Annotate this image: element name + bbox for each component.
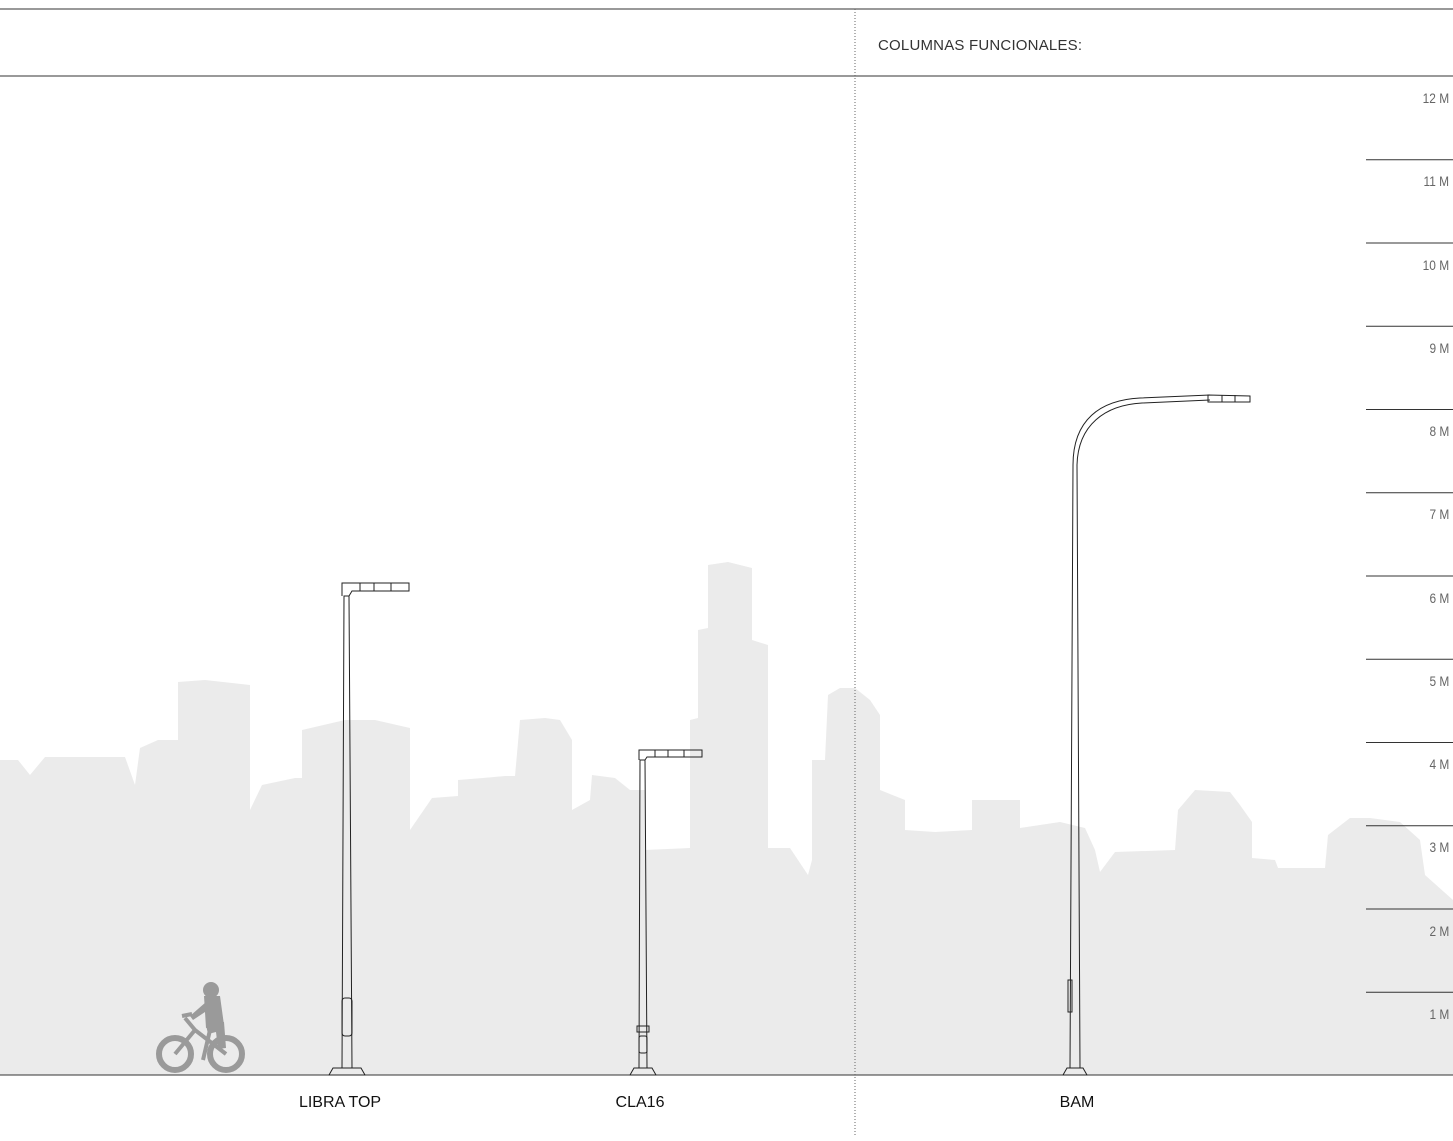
scale-label-1m: 1 M	[1429, 1005, 1449, 1022]
height-scale-ticks	[1366, 159, 1453, 993]
scale-label-4m: 4 M	[1429, 756, 1449, 772]
cyclist-silhouette	[156, 982, 245, 1073]
pole-libra-top	[328, 582, 410, 1076]
scale-label-8m: 8 M	[1429, 423, 1449, 439]
scale-label-3m: 3 M	[1429, 839, 1449, 856]
pole-label-bam: BAM	[1059, 1094, 1095, 1111]
scale-label-10m: 10 M	[1422, 256, 1449, 273]
scale-label-5m: 5 M	[1429, 672, 1449, 689]
pole-bam	[1062, 394, 1251, 1076]
scale-label-2m: 2 M	[1429, 922, 1449, 939]
pole-label-cla16: CLA16	[615, 1094, 665, 1111]
city-skyline	[0, 562, 1453, 1075]
scale-label-6m: 6 M	[1429, 589, 1449, 606]
pole-label-libra-top: LIBRA TOP	[298, 1094, 382, 1111]
pole-cla16	[629, 749, 703, 1076]
scale-label-9m: 9 M	[1429, 339, 1449, 356]
section-title: COLUMNAS FUNCIONALES:	[878, 37, 1083, 54]
scale-label-7m: 7 M	[1429, 506, 1449, 523]
scale-label-11m: 11 M	[1423, 173, 1449, 190]
scale-label-12m: 12 M	[1422, 90, 1449, 106]
